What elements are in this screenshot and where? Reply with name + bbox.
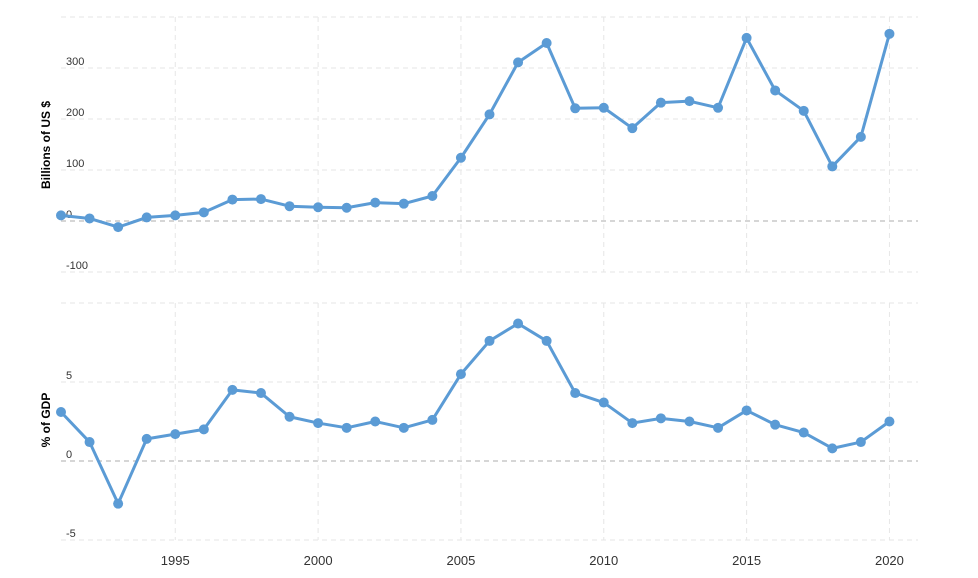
billions-data-point[interactable]: [113, 222, 124, 233]
gdp-series-line: [59, 322, 891, 506]
gdp-data-point[interactable]: [513, 318, 524, 329]
billions-data-point[interactable]: [827, 161, 838, 172]
billions-data-point[interactable]: [198, 207, 209, 218]
billions-y-tick-label: 300: [66, 56, 84, 68]
billions-data-point[interactable]: [141, 212, 152, 223]
billions-data-point[interactable]: [713, 102, 724, 113]
billions-data-point[interactable]: [313, 202, 324, 213]
billions-data-point[interactable]: [56, 210, 66, 221]
billions-y-tick-label: -100: [66, 260, 88, 272]
gdp-data-point[interactable]: [741, 405, 752, 416]
x-tick-label: 2020: [875, 553, 904, 568]
gdp-data-point[interactable]: [170, 429, 181, 440]
gdp-data-point[interactable]: [655, 413, 666, 424]
billions-data-point[interactable]: [370, 197, 381, 208]
billions-data-point[interactable]: [255, 194, 266, 205]
billions-y-tick-label: 100: [66, 158, 84, 170]
billions-series-line: [59, 32, 891, 229]
gdp-data-point[interactable]: [56, 407, 66, 418]
gdp-data-point[interactable]: [341, 422, 352, 433]
gdp-y-tick-label: -5: [66, 528, 76, 540]
gdp-data-point[interactable]: [598, 397, 609, 408]
billions-data-point[interactable]: [227, 194, 238, 205]
billions-data-point[interactable]: [884, 28, 895, 39]
gdp-data-point[interactable]: [113, 498, 124, 509]
gdp-data-point[interactable]: [227, 384, 238, 395]
billions-data-point[interactable]: [541, 38, 552, 49]
billions-data-point[interactable]: [484, 109, 495, 120]
bottom-y-axis-title: % of GDP: [39, 393, 53, 448]
billions-data-point[interactable]: [770, 85, 781, 96]
x-tick-label: 2010: [589, 553, 618, 568]
x-tick-label: 2015: [732, 553, 761, 568]
gdp-data-point[interactable]: [798, 427, 809, 438]
bottom-panel-gdp-percent: -5 0 5: [56, 302, 918, 541]
billions-data-point[interactable]: [284, 201, 295, 212]
gdp-data-point[interactable]: [398, 422, 409, 433]
gdp-data-point[interactable]: [484, 335, 495, 346]
gdp-data-point[interactable]: [684, 416, 695, 427]
gdp-data-point[interactable]: [255, 388, 266, 399]
gdp-data-point[interactable]: [427, 414, 438, 425]
billions-data-point[interactable]: [627, 123, 638, 134]
gdp-data-point[interactable]: [570, 388, 581, 399]
gdp-data-point[interactable]: [855, 437, 866, 448]
billions-data-point[interactable]: [455, 152, 466, 163]
gdp-data-point[interactable]: [370, 416, 381, 427]
gdp-data-point[interactable]: [827, 443, 838, 454]
billions-data-point[interactable]: [684, 96, 695, 107]
gdp-data-point[interactable]: [84, 437, 95, 448]
gdp-data-point[interactable]: [313, 418, 324, 429]
gdp-y-tick-label: 5: [66, 370, 72, 382]
gdp-data-point[interactable]: [541, 335, 552, 346]
billions-data-point[interactable]: [798, 105, 809, 116]
billions-data-point[interactable]: [741, 32, 752, 43]
billions-y-tick-label: 200: [66, 107, 84, 119]
gdp-data-point[interactable]: [198, 424, 209, 435]
billions-data-point[interactable]: [598, 102, 609, 113]
billions-data-point[interactable]: [398, 198, 409, 209]
gdp-data-point[interactable]: [770, 419, 781, 430]
billions-data-point[interactable]: [341, 202, 352, 213]
billions-data-point[interactable]: [513, 57, 524, 68]
gdp-data-point[interactable]: [884, 416, 895, 427]
x-axis: 1995 2000 2005 2010 2015 2020: [161, 553, 904, 568]
billions-data-point[interactable]: [170, 210, 181, 221]
top-y-axis-title: Billions of US $: [39, 101, 53, 189]
billions-data-point[interactable]: [655, 97, 666, 108]
gdp-data-point[interactable]: [713, 422, 724, 433]
gdp-y-tick-label: 0: [66, 449, 72, 461]
billions-data-point[interactable]: [84, 213, 95, 224]
gdp-data-point[interactable]: [627, 418, 638, 429]
gdp-data-point[interactable]: [284, 411, 295, 422]
billions-data-point[interactable]: [855, 131, 866, 142]
x-tick-label: 2000: [304, 553, 333, 568]
x-tick-label: 1995: [161, 553, 190, 568]
billions-data-point[interactable]: [570, 103, 581, 114]
gdp-data-point[interactable]: [455, 369, 466, 380]
x-tick-label: 2005: [446, 553, 475, 568]
gdp-data-point[interactable]: [141, 433, 152, 444]
billions-data-point[interactable]: [427, 191, 438, 202]
